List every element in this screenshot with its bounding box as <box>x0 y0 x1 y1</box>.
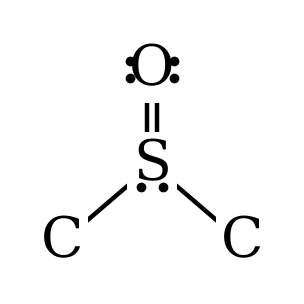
Text: S: S <box>133 137 171 192</box>
Text: O: O <box>129 43 175 98</box>
Text: C: C <box>40 215 83 270</box>
Text: C: C <box>221 215 264 270</box>
